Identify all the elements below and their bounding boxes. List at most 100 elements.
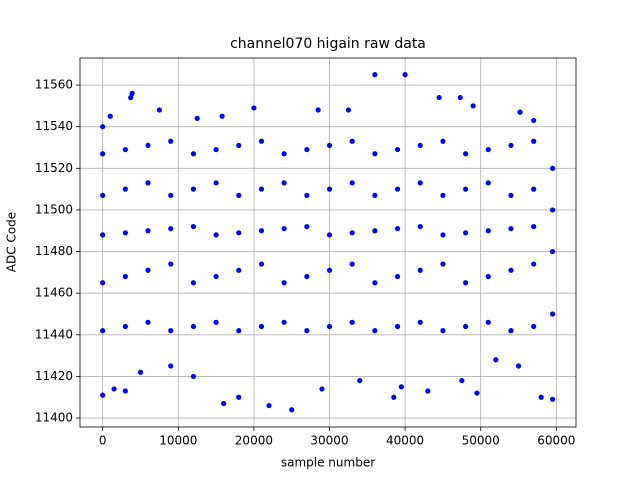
data-point (122, 388, 128, 394)
data-point (372, 151, 378, 157)
data-point (531, 261, 537, 267)
x-tick-label: 10000 (159, 434, 197, 448)
data-point (349, 138, 355, 144)
data-point (168, 261, 174, 267)
data-point (470, 103, 476, 109)
data-point (258, 323, 265, 330)
data-point (266, 402, 272, 409)
data-point (508, 328, 514, 334)
data-point (349, 261, 355, 267)
data-point (213, 273, 219, 280)
y-axis-label: ADC Code (5, 212, 19, 272)
data-point (315, 107, 321, 113)
y-tick-label: 11400 (35, 411, 73, 425)
chart-title: channel070 higain raw data (230, 36, 426, 52)
data-point (372, 228, 378, 234)
data-point (440, 261, 446, 267)
data-point (145, 267, 151, 273)
y-tick-label: 11480 (35, 244, 73, 258)
data-point (531, 223, 537, 230)
data-point (190, 280, 197, 286)
data-point (236, 142, 242, 149)
data-point (145, 319, 151, 325)
data-point (326, 142, 333, 149)
data-point (326, 186, 333, 192)
data-point (549, 311, 556, 317)
data-point (258, 261, 265, 267)
data-point (122, 146, 128, 153)
x-tick-label: 30000 (310, 434, 348, 448)
data-point (281, 151, 287, 157)
data-point (221, 400, 227, 407)
data-point (236, 267, 242, 273)
data-point (485, 180, 491, 186)
data-point (145, 180, 151, 186)
data-point (508, 226, 514, 232)
data-point (349, 180, 355, 186)
data-point (349, 230, 355, 236)
x-tick-label: 20000 (235, 434, 273, 448)
data-point (258, 186, 265, 192)
data-point (236, 394, 242, 400)
data-point (349, 319, 355, 325)
data-point (474, 390, 480, 396)
data-point (100, 232, 106, 238)
data-point (357, 377, 363, 384)
data-point (281, 180, 287, 186)
data-point (417, 319, 423, 325)
data-point (394, 146, 401, 153)
y-tick-label: 11560 (35, 78, 73, 92)
data-point (531, 186, 537, 192)
data-point (281, 226, 287, 232)
data-point (251, 105, 257, 111)
data-point (440, 192, 446, 198)
x-tick-label: 40000 (386, 434, 424, 448)
data-point (219, 113, 225, 119)
x-axis-label: sample number (281, 456, 375, 470)
data-point (168, 226, 174, 232)
data-point (122, 323, 128, 330)
y-tick-label: 11540 (35, 119, 73, 133)
data-point (326, 232, 333, 238)
data-point (549, 207, 556, 213)
data-point (168, 328, 174, 334)
x-tick-label: 60000 (537, 434, 575, 448)
data-point (168, 363, 174, 369)
data-point (549, 396, 556, 402)
data-point (289, 407, 295, 413)
data-point (394, 273, 401, 280)
data-point (394, 186, 401, 192)
data-point (425, 388, 431, 394)
data-point (213, 146, 219, 153)
data-point (281, 319, 287, 325)
data-point (531, 117, 537, 124)
data-point (531, 138, 537, 144)
data-point (236, 230, 242, 236)
data-point (372, 72, 378, 78)
data-point (304, 192, 310, 198)
data-point (508, 267, 514, 273)
data-point (258, 228, 265, 234)
data-point (463, 323, 469, 330)
data-point (100, 192, 106, 198)
data-point (531, 323, 537, 330)
data-point (190, 323, 197, 330)
y-tick-label: 11520 (35, 161, 73, 175)
plot-frame (79, 57, 577, 428)
data-point (402, 72, 408, 78)
data-point (100, 151, 106, 157)
data-point (538, 394, 544, 400)
data-point (194, 115, 200, 121)
data-point (258, 138, 265, 144)
data-point (156, 107, 162, 113)
data-point (394, 226, 401, 232)
data-point (485, 228, 491, 234)
data-point (304, 273, 310, 280)
data-point (319, 386, 325, 392)
data-point (440, 232, 446, 238)
data-point (508, 192, 514, 198)
data-point (493, 357, 499, 363)
data-point (190, 373, 197, 380)
data-point (128, 94, 134, 101)
